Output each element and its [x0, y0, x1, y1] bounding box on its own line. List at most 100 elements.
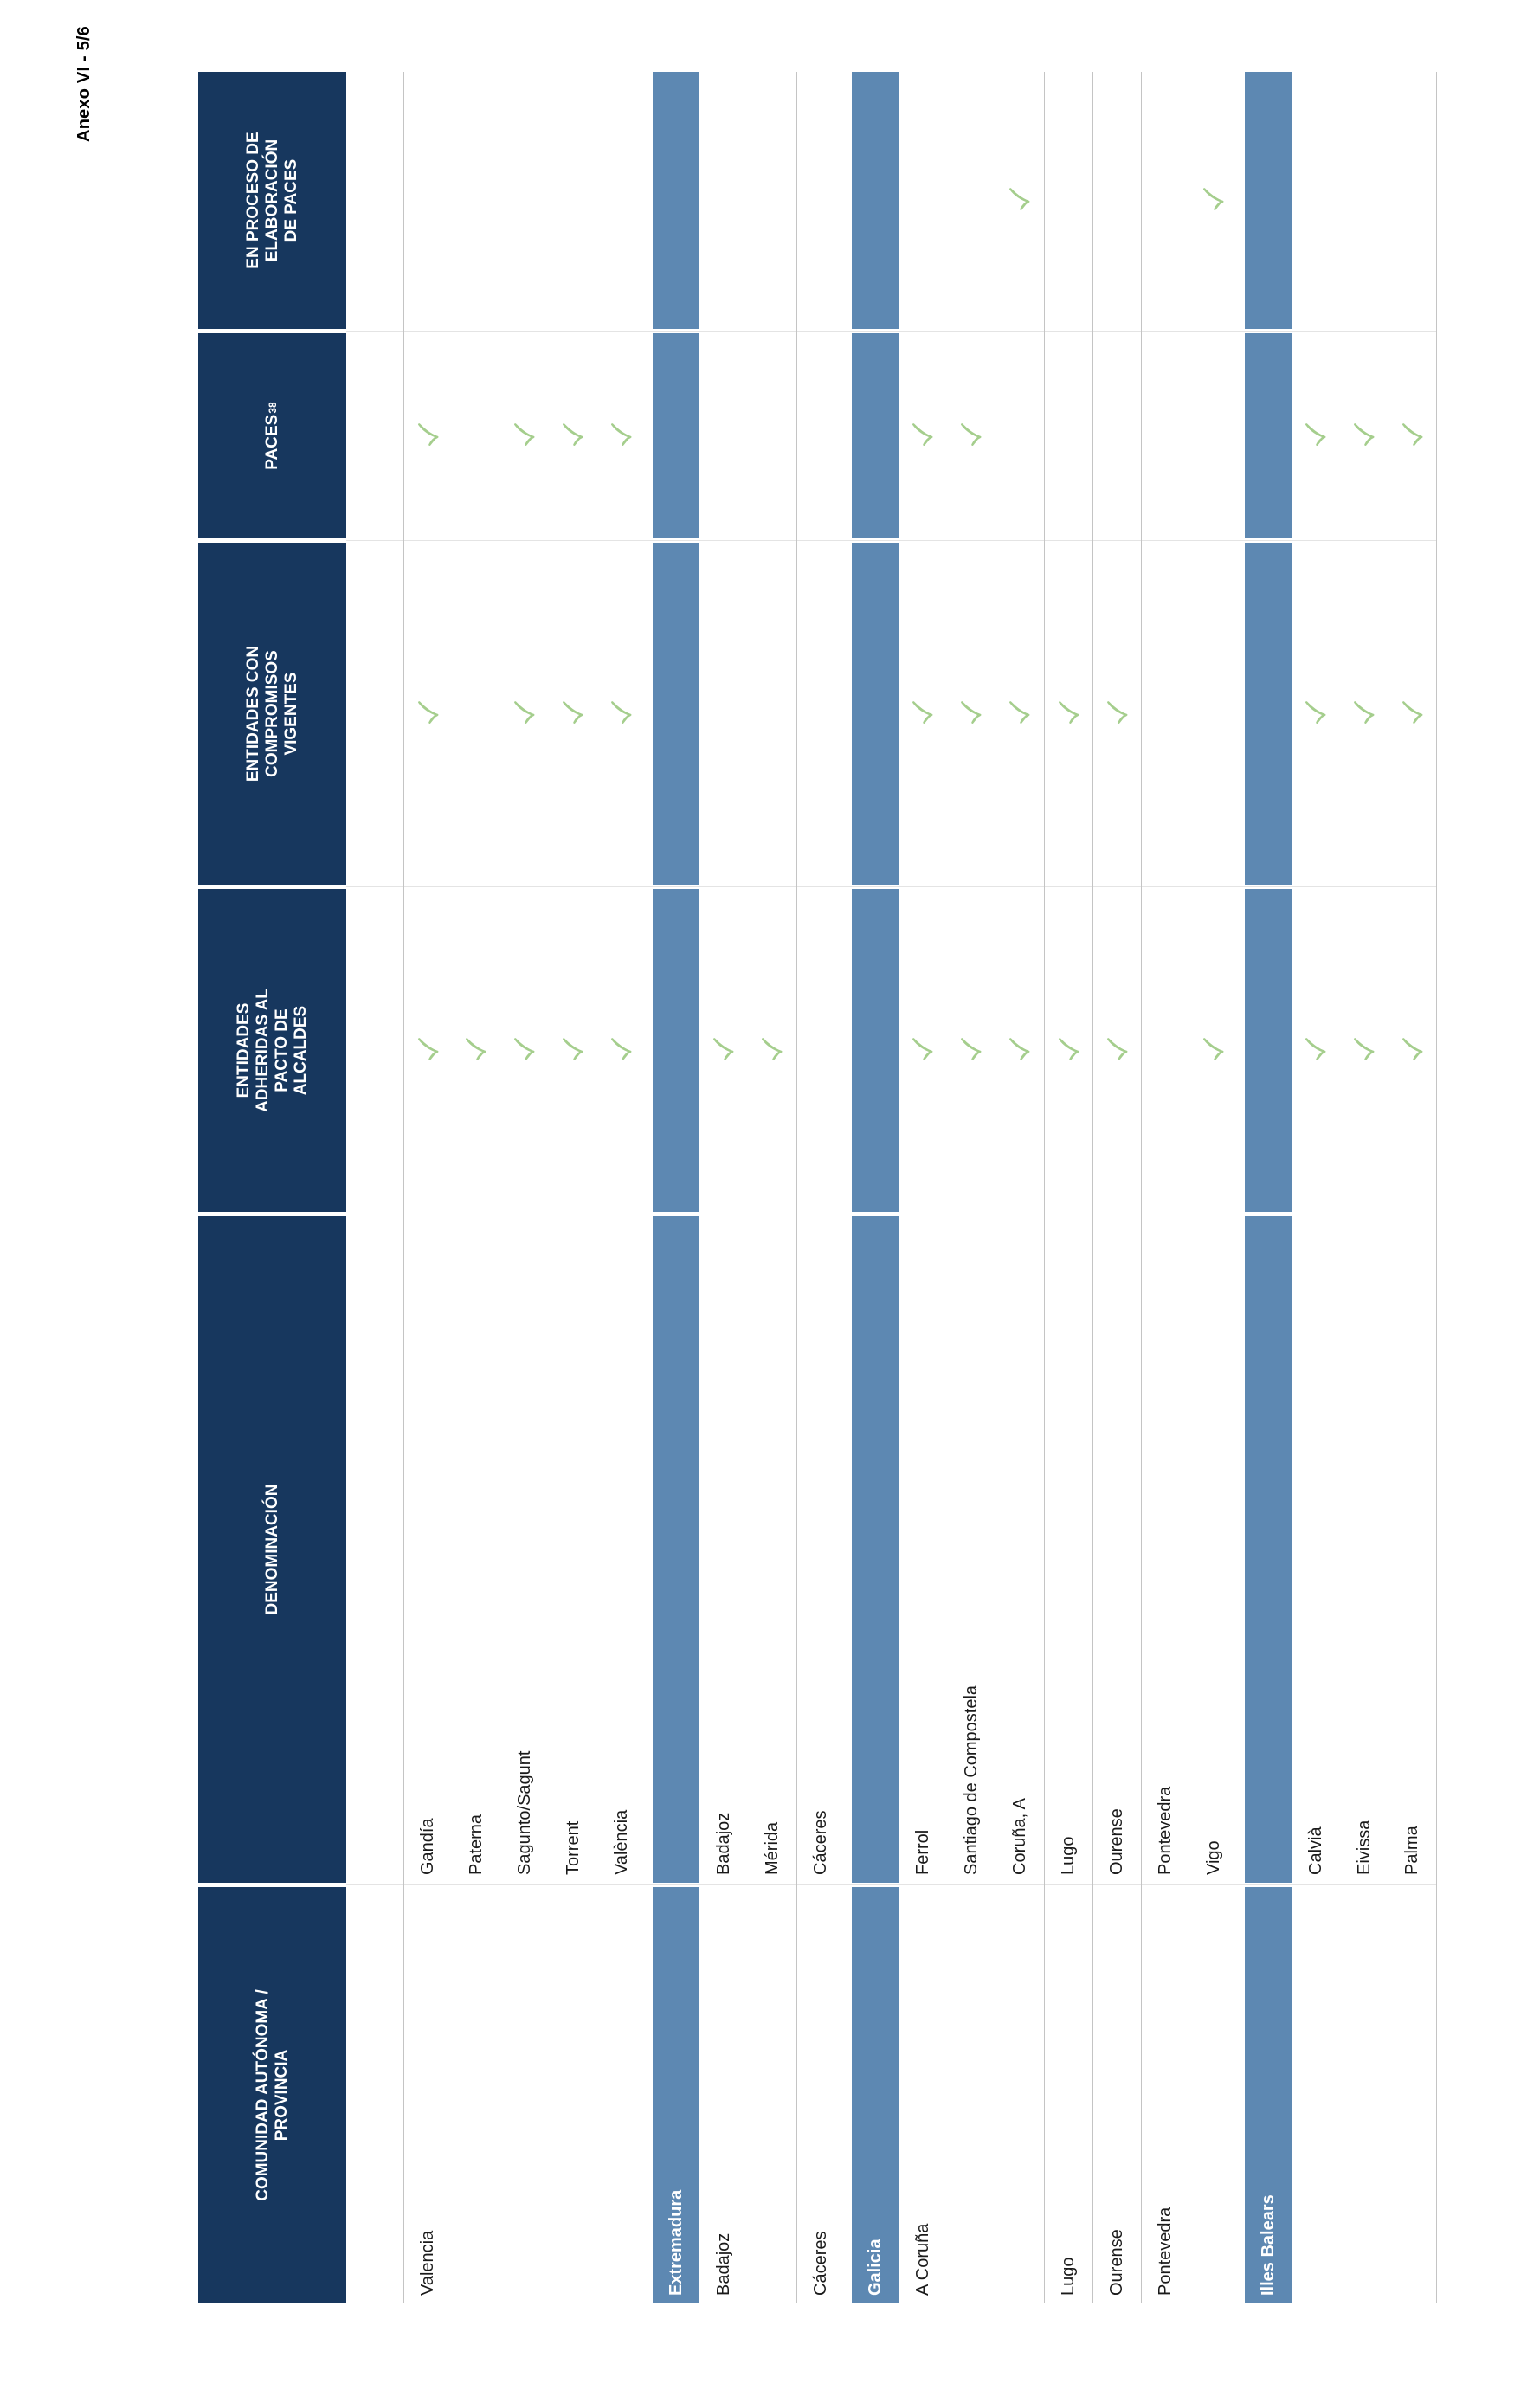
check-icon	[1203, 188, 1224, 211]
section-band-cell	[852, 72, 899, 329]
check-icon	[1354, 701, 1375, 725]
paces-status-cell	[797, 333, 845, 538]
proceso-status-cell	[404, 72, 452, 329]
adheridas-status-cell	[1340, 889, 1389, 1212]
proceso-status-cell	[748, 72, 796, 329]
vigentes-status-cell	[1045, 543, 1092, 885]
paces-status-cell	[996, 333, 1044, 538]
vigentes-status-cell	[549, 543, 597, 885]
table-row: Mérida	[748, 72, 796, 2303]
proceso-status-cell	[1093, 72, 1141, 329]
comunidad-provincia-cell	[500, 1887, 549, 2303]
paces-status-cell	[1292, 333, 1340, 538]
status-table: COMUNIDAD AUTÓNOMA / PROVINCIA DENOMINACI…	[198, 72, 1437, 2303]
section-row: Extremadura	[653, 72, 699, 2303]
table-row: Valencia Gandía	[403, 72, 452, 2303]
check-icon	[1401, 701, 1422, 725]
comunidad-provincia-cell	[748, 1887, 796, 2303]
check-icon	[1354, 1038, 1375, 1061]
table-row: Lugo Lugo	[1044, 72, 1092, 2303]
denominacion-cell: Ferrol	[912, 1829, 932, 1875]
adheridas-status-cell	[947, 889, 996, 1212]
section-band-cell	[653, 889, 699, 1212]
denominacion-cell: Lugo	[1059, 1836, 1078, 1876]
vigentes-status-cell	[748, 543, 796, 885]
comunidad-provincia-cell	[1389, 1887, 1436, 2303]
vigentes-status-cell	[699, 543, 748, 885]
vigentes-status-cell	[597, 543, 646, 885]
paces-status-cell	[404, 333, 452, 538]
comunidad-provincia-cell	[1340, 1887, 1389, 2303]
vigentes-status-cell	[1340, 543, 1389, 885]
check-icon	[1009, 701, 1030, 725]
table-row: Eivissa	[1340, 72, 1389, 2303]
section-band-cell	[1245, 1216, 1292, 1883]
table-row: València	[597, 72, 646, 2303]
comunidad-provincia-cell	[947, 1887, 996, 2303]
section-row: Illes Balears	[1245, 72, 1292, 2303]
section-band-cell	[852, 333, 899, 538]
proceso-status-cell	[1142, 72, 1189, 329]
column-header-adheridas: ENTIDADES ADHERIDAS AL PACTO DE ALCALDES	[198, 889, 346, 1212]
proceso-status-cell	[500, 72, 549, 329]
check-icon	[563, 423, 583, 447]
table-row: Paterna	[452, 72, 500, 2303]
check-icon	[417, 701, 438, 725]
adheridas-status-cell	[1189, 889, 1238, 1212]
proceso-status-cell	[797, 72, 845, 329]
paces-status-cell	[1045, 333, 1092, 538]
check-icon	[1401, 1038, 1422, 1061]
check-icon	[1106, 701, 1127, 725]
check-icon	[611, 701, 632, 725]
denominacion-cell: Vigo	[1203, 1840, 1223, 1875]
vigentes-status-cell	[1292, 543, 1340, 885]
comunidad-provincia-cell: Pontevedra	[1156, 2207, 1175, 2296]
adheridas-status-cell	[797, 889, 845, 1212]
proceso-status-cell	[899, 72, 947, 329]
comunidad-provincia-cell	[1292, 1887, 1340, 2303]
paces-status-cell	[1093, 333, 1141, 538]
section-label: Illes Balears	[1245, 1887, 1292, 2303]
proceso-status-cell	[699, 72, 748, 329]
check-icon	[466, 1038, 486, 1061]
table-row: Santiago de Compostela	[947, 72, 996, 2303]
table-row: Calvià	[1292, 72, 1340, 2303]
table-header-row: COMUNIDAD AUTÓNOMA / PROVINCIA DENOMINACI…	[198, 72, 346, 2303]
section-band-cell	[1245, 333, 1292, 538]
proceso-status-cell	[1292, 72, 1340, 329]
denominacion-cell: Badajoz	[713, 1812, 733, 1875]
paces-status-cell	[699, 333, 748, 538]
section-band-cell	[852, 1216, 899, 1883]
comunidad-provincia-cell: Ourense	[1107, 2229, 1126, 2296]
adheridas-status-cell	[1142, 889, 1189, 1212]
table-row: Ourense Ourense	[1092, 72, 1141, 2303]
adheridas-status-cell	[452, 889, 500, 1212]
proceso-status-cell	[452, 72, 500, 329]
table-row: Badajoz Badajoz	[699, 72, 748, 2303]
comunidad-provincia-cell	[1189, 1887, 1238, 2303]
check-icon	[713, 1038, 734, 1061]
paces-status-cell	[1340, 333, 1389, 538]
vigentes-status-cell	[1142, 543, 1189, 885]
check-icon	[1106, 1038, 1127, 1061]
section-band-cell	[852, 889, 899, 1212]
proceso-status-cell	[1189, 72, 1238, 329]
adheridas-status-cell	[699, 889, 748, 1212]
check-icon	[961, 1038, 982, 1061]
check-icon	[912, 423, 933, 447]
header-spacer	[346, 72, 403, 2303]
check-icon	[514, 1038, 535, 1061]
vigentes-status-cell	[996, 543, 1044, 885]
table-row: Pontevedra Pontevedra	[1141, 72, 1189, 2303]
adheridas-status-cell	[597, 889, 646, 1212]
table-row: Palma	[1389, 72, 1437, 2303]
comunidad-provincia-cell: Valencia	[418, 2230, 437, 2296]
paces-status-cell	[748, 333, 796, 538]
check-icon	[1305, 1038, 1326, 1061]
denominacion-cell: Santiago de Compostela	[961, 1685, 981, 1875]
vigentes-status-cell	[404, 543, 452, 885]
comunidad-provincia-cell	[549, 1887, 597, 2303]
comunidad-provincia-cell: Badajoz	[713, 2232, 733, 2296]
section-label: Galicia	[852, 1887, 899, 2303]
denominacion-cell: València	[611, 1809, 631, 1875]
